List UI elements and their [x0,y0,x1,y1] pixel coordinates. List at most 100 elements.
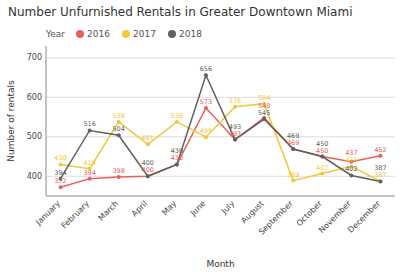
data-label: 430 [54,154,66,162]
data-label: 538 [171,112,183,120]
data-label: 398 [112,167,124,175]
legend-label: 2017 [133,29,156,39]
x-tick-label: January [33,199,62,228]
data-label: 584 [258,94,270,102]
data-label: 419 [83,159,95,167]
data-label: 538 [112,112,124,120]
data-label: 452 [374,146,386,154]
data-label: 387 [374,171,386,179]
legend-title: Year [45,29,65,39]
x-tick-label: May [160,199,178,217]
x-tick-label: December [346,199,382,235]
data-label: 504 [112,125,124,133]
data-label: 450 [316,140,328,148]
legend-label: 2018 [179,29,202,39]
data-label: 469 [287,132,299,140]
point [88,177,92,181]
point [175,120,179,124]
data-label: 450 [316,147,328,155]
legend-label: 2016 [87,29,110,39]
data-label: 394 [54,169,66,177]
data-label: 469 [287,139,299,147]
point [320,155,324,159]
point [349,173,353,177]
point [320,172,324,176]
point [146,174,150,178]
data-label: 400 [142,159,154,167]
legend: Year 2016 2017 2018 [45,29,202,39]
x-tick-label: October [295,199,325,229]
point [204,106,208,110]
data-label: 389 [287,171,299,179]
grid-line [46,136,395,137]
point [378,154,382,158]
x-tick-label: April [130,199,149,218]
chart: Number Unfurnished Rentals in Greater Do… [0,0,403,272]
point [117,133,121,137]
data-label: 430 [171,147,183,155]
data-label: 394 [83,169,95,177]
point [59,185,63,189]
x-tick-label: August [239,199,265,225]
point [175,162,179,166]
point [146,174,150,178]
point [204,73,208,77]
data-label: 573 [200,98,212,106]
point [233,138,237,142]
point [233,105,237,109]
data-label: 372 [54,177,66,185]
point [291,147,295,151]
point [378,179,382,183]
data-label: 576 [229,97,241,105]
x-tick-label: March [97,199,121,223]
x-tick-label: February [60,199,92,231]
data-label: 437 [345,149,357,157]
x-axis-line [46,196,395,197]
data-label: 493 [229,130,241,138]
point [291,147,295,151]
point [175,162,179,166]
data-labels: 3723944303944195163985045384004004814304… [54,65,386,185]
point [291,179,295,183]
x-axis-label: Month [206,259,234,269]
data-label: 656 [200,65,212,73]
point [204,135,208,139]
data-label: 545 [258,109,270,117]
legend-swatch [76,30,84,38]
point [146,142,150,146]
grid-line [46,57,395,58]
title: Number Unfurnished Rentals in Greater Do… [8,5,352,19]
grid-line [46,176,395,177]
y-tick-label: 600 [27,93,42,102]
point [262,117,266,121]
x-tick-label: June [188,199,207,218]
y-axis-label: Number of rentals [6,80,16,162]
point [117,175,121,179]
data-label: 425 [345,156,357,164]
data-label: 387 [374,164,386,172]
point [88,128,92,132]
data-label: 430 [171,154,183,162]
y-tick-label: 500 [27,132,42,141]
legend-swatch [168,30,176,38]
x-tick-label: September [257,199,295,237]
y-tick-label: 400 [27,172,42,181]
data-label: 548 [258,102,270,110]
point [320,155,324,159]
data-label: 516 [83,120,95,128]
point [59,162,63,166]
x-tick-label: July [219,199,236,216]
point [233,138,237,142]
plot-area [59,73,383,189]
legend-swatch [122,30,130,38]
point [378,179,382,183]
series-line [61,108,381,187]
data-label: 493 [229,123,241,131]
data-label: 402 [345,165,357,173]
data-label: 499 [200,127,212,135]
y-tick-label: 700 [27,53,42,62]
data-label: 481 [142,134,154,142]
series-line [61,104,381,182]
point [117,120,121,124]
series-line [61,75,381,181]
